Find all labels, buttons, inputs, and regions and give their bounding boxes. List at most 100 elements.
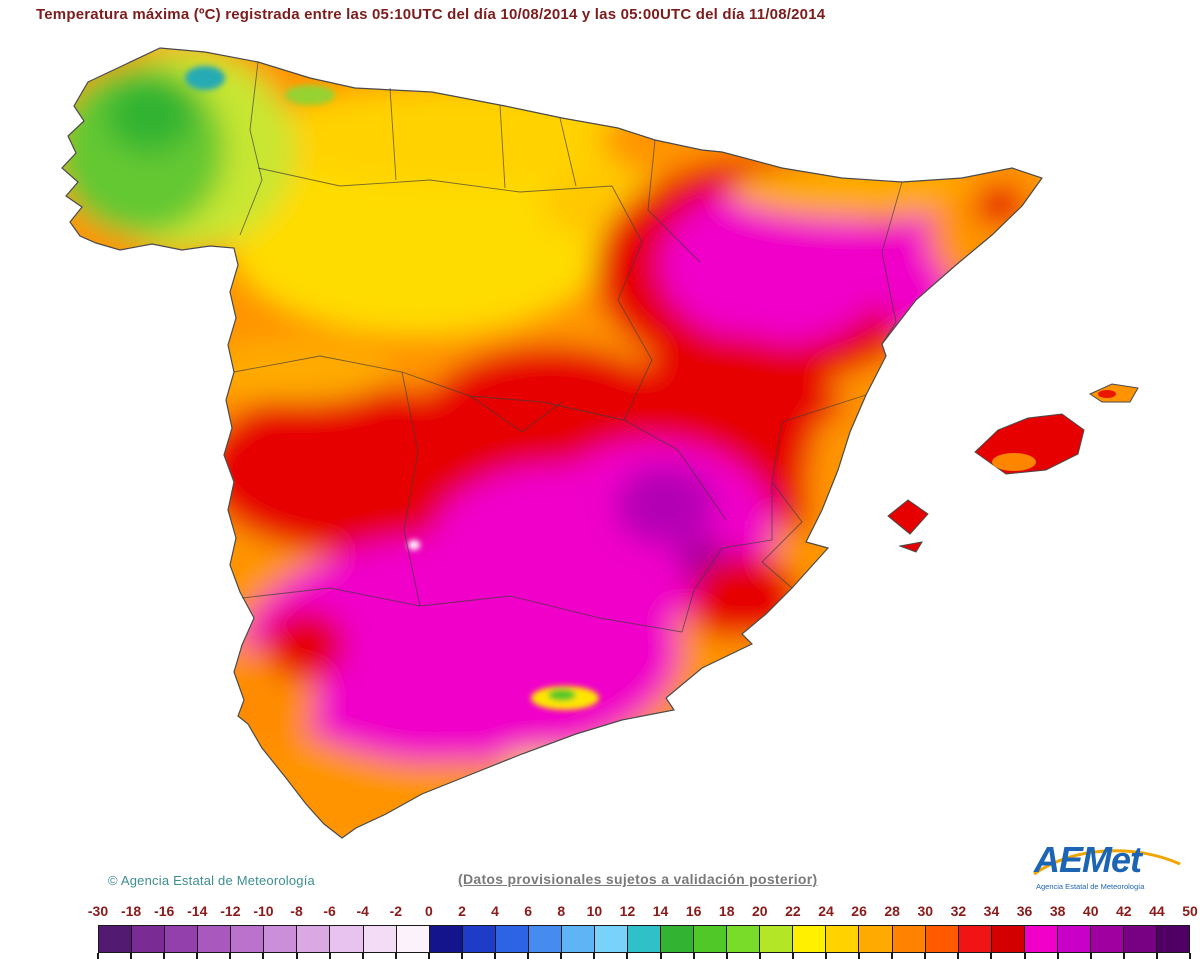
provisional-note: (Datos provisionales sujetos a validació… <box>458 871 818 887</box>
scale-color-cell <box>1024 926 1058 952</box>
scale-color-cell <box>1057 926 1091 952</box>
scale-tick-label: 20 <box>752 903 768 919</box>
scale-color-cell <box>727 926 761 952</box>
scale-tick-mark <box>229 953 232 959</box>
aemet-logo: AEMet Agencia Estatal de Meteorología <box>1030 840 1190 898</box>
scale-color-cell <box>396 926 430 952</box>
scale-color-cell <box>991 926 1025 952</box>
scale-tick-label: -12 <box>220 903 241 919</box>
scale-tick-mark <box>97 953 99 959</box>
scale-tick-mark <box>196 953 199 959</box>
scale-tick-label: 44 <box>1149 903 1165 919</box>
scale-tick-label: -18 <box>120 903 142 919</box>
scale-color-cell <box>132 926 166 952</box>
scale-tick-label: 6 <box>524 903 533 919</box>
scale-color-cell <box>760 926 794 952</box>
scale-color-cell <box>264 926 298 952</box>
scale-tick-label: 40 <box>1082 903 1099 919</box>
scale-color-cell <box>925 926 959 952</box>
scale-tick-label: 28 <box>884 903 900 919</box>
scale-tick-mark <box>791 953 794 959</box>
scale-tick-label: 4 <box>491 903 499 919</box>
island-formentera <box>898 541 923 553</box>
logo-text: AEMet <box>1034 839 1142 880</box>
scale-tick-label: -10 <box>253 903 274 919</box>
scale-tick-label: 2 <box>458 903 466 919</box>
scale-labels: -30 -18 -16 -14 -12 -10 -8 -6 -4 -2 0 2 4 6 8 10 12 14 16 1… <box>88 903 1198 921</box>
scale-tick-label: -6 <box>323 903 336 919</box>
scale-tick-mark <box>758 953 761 959</box>
scale-tick-label: 34 <box>983 903 1000 919</box>
scale-color-cell <box>958 926 992 952</box>
scale-color-cell <box>198 926 232 952</box>
scale-color-cell <box>99 926 133 952</box>
scale-tick-label: 30 <box>917 903 934 919</box>
scale-tick-mark <box>725 953 728 959</box>
scale-tick-label: -30 <box>87 903 109 919</box>
scale-color-bar <box>98 925 1190 953</box>
scale-tick-mark <box>659 953 662 959</box>
scale-color-cell <box>826 926 860 952</box>
scale-tick-mark <box>130 953 133 959</box>
scale-tick-mark <box>461 953 463 959</box>
scale-tick-mark <box>891 953 894 959</box>
scale-tick-mark <box>957 953 960 959</box>
scale-color-cell <box>661 926 695 952</box>
scale-tick-mark <box>394 953 397 959</box>
scale-tick-mark <box>361 953 364 959</box>
scale-color-cell <box>694 926 728 952</box>
scale-tick-mark <box>1056 953 1059 959</box>
scale-tick-mark <box>1023 953 1026 959</box>
scale-tick-mark <box>494 953 497 959</box>
scale-tick-mark <box>560 953 563 959</box>
scale-tick-mark <box>1155 953 1158 959</box>
map-title: Temperatura máxima (ºC) registrada entre… <box>36 6 826 23</box>
scale-tick-label: -14 <box>187 903 208 919</box>
scale-tick-mark <box>924 953 927 959</box>
scale-tick-mark <box>163 953 166 959</box>
scale-tick-mark <box>1089 953 1092 959</box>
island-mallorca <box>974 413 1085 475</box>
island-ibiza <box>887 499 929 535</box>
mainland-temperature-field <box>62 48 1042 838</box>
scale-tick-mark <box>1122 953 1125 959</box>
scale-tick-label: 36 <box>1016 903 1033 919</box>
scale-color-cell <box>594 926 628 952</box>
scale-tick-label: 24 <box>818 903 834 919</box>
scale-color-cell <box>330 926 364 952</box>
scale-color-cell <box>892 926 926 952</box>
scale-tick-label: -8 <box>290 903 303 919</box>
scale-ticks <box>97 953 1191 960</box>
scale-tick-label: 26 <box>851 903 867 919</box>
scale-color-cell <box>231 926 265 952</box>
scale-color-cell <box>528 926 562 952</box>
scale-tick-label: -4 <box>356 903 369 919</box>
scale-tick-mark <box>990 953 993 959</box>
province-borders <box>233 61 903 633</box>
scale-tick-label: 42 <box>1116 903 1132 919</box>
scale-color-cell <box>859 926 893 952</box>
scale-tick-label: 14 <box>652 903 669 919</box>
scale-tick-label: 18 <box>718 903 735 919</box>
scale-tick-label: 32 <box>950 903 967 919</box>
scale-tick-label: 16 <box>685 903 702 919</box>
island-menorca <box>1088 383 1139 403</box>
scale-tick-label: 12 <box>619 903 636 919</box>
scale-color-cell <box>495 926 529 952</box>
scale-color-cell <box>363 926 397 952</box>
scale-tick-mark <box>626 953 629 959</box>
scale-color-cell <box>1123 926 1157 952</box>
scale-tick-label: -16 <box>154 903 175 919</box>
scale-color-cell <box>165 926 199 952</box>
scale-color-cell <box>1090 926 1124 952</box>
scale-tick-mark <box>1189 953 1191 959</box>
scale-tick-mark <box>858 953 861 959</box>
scale-tick-label: 38 <box>1049 903 1066 919</box>
scale-tick-mark <box>328 953 331 959</box>
scale-tick-mark <box>295 953 298 959</box>
scale-color-cell <box>462 926 496 952</box>
scale-color-cell <box>297 926 331 952</box>
scale-tick-label: -2 <box>389 903 403 919</box>
